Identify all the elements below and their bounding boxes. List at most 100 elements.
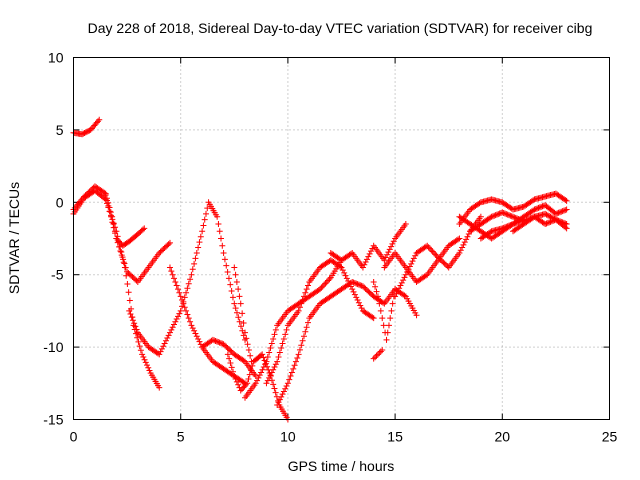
data-point-marker [383, 336, 390, 343]
data-point-marker [347, 250, 354, 257]
data-point-marker [286, 376, 293, 383]
data-point-marker [116, 243, 123, 250]
data-point-marker [496, 210, 503, 217]
y-tick-label: 10 [48, 50, 64, 66]
data-point-marker [215, 339, 222, 346]
data-point-marker [279, 391, 286, 398]
data-point-marker [279, 340, 286, 347]
data-point-marker [534, 205, 541, 212]
data-point-marker [232, 305, 239, 312]
data-point-marker [213, 338, 220, 345]
data-point-marker [240, 332, 247, 339]
data-point-marker [216, 228, 223, 235]
data-point-marker [394, 287, 401, 294]
data-point-marker [543, 220, 550, 227]
data-point-marker [401, 274, 408, 281]
data-point-marker [216, 339, 223, 346]
data-point-marker [132, 323, 139, 330]
data-point-marker [284, 380, 291, 387]
data-point-marker [507, 212, 514, 219]
data-point-marker [367, 290, 374, 297]
data-point-marker [516, 218, 523, 225]
data-point-marker [291, 362, 298, 369]
data-point-marker [188, 271, 195, 278]
data-point-marker [387, 315, 394, 322]
data-point-marker [161, 244, 168, 251]
data-point-marker [413, 312, 420, 319]
data-point-marker [563, 225, 570, 232]
data-point-marker [249, 362, 256, 369]
data-point-marker [363, 287, 370, 294]
data-point-marker [349, 286, 356, 293]
data-point-marker [351, 291, 358, 298]
data-point-marker [199, 228, 206, 235]
data-point-marker [133, 326, 140, 333]
data-point-marker [355, 281, 362, 288]
data-point-marker [270, 381, 277, 388]
data-point-marker [424, 242, 431, 249]
data-point-marker [173, 316, 180, 323]
data-point-marker [476, 200, 483, 207]
data-point-marker [274, 358, 281, 365]
data-point-marker [129, 273, 136, 280]
data-point-marker [232, 271, 239, 278]
data-point-marker [235, 286, 242, 293]
data-point-marker [294, 354, 301, 361]
data-point-marker [235, 381, 242, 388]
data-point-marker [237, 300, 244, 307]
data-point-marker [230, 368, 237, 375]
data-point-marker [366, 289, 373, 296]
data-point-marker [512, 219, 519, 226]
data-point-marker [296, 304, 303, 311]
data-series-arc-21 [456, 213, 527, 242]
data-point-marker [158, 247, 165, 254]
data-point-marker [264, 354, 271, 361]
data-point-marker [259, 366, 266, 373]
data-point-marker [267, 345, 274, 352]
data-point-marker [225, 275, 232, 282]
data-point-marker [231, 300, 238, 307]
data-point-marker [223, 343, 230, 350]
data-point-marker [267, 372, 274, 379]
data-point-marker [126, 297, 133, 304]
data-point-marker [109, 219, 116, 226]
data-point-marker [201, 216, 208, 223]
data-point-marker [168, 268, 175, 275]
data-point-marker [440, 259, 447, 266]
data-point-marker [299, 297, 306, 304]
data-series-arc-18 [456, 190, 570, 228]
data-series-arc-14 [370, 346, 386, 362]
data-point-marker [128, 314, 135, 321]
data-point-marker [538, 203, 545, 210]
data-point-marker [367, 248, 374, 255]
data-point-marker [456, 235, 463, 242]
data-point-marker [410, 255, 417, 262]
data-point-marker [271, 331, 278, 338]
data-point-marker [85, 189, 92, 196]
data-point-marker [126, 307, 133, 314]
data-point-marker [542, 210, 549, 217]
data-point-marker [463, 236, 470, 243]
data-point-marker [243, 335, 250, 342]
data-point-marker [532, 205, 539, 212]
data-point-marker [459, 244, 466, 251]
data-point-marker [181, 304, 188, 311]
data-point-marker [272, 326, 279, 333]
data-point-marker [358, 305, 365, 312]
data-point-marker [231, 264, 238, 271]
data-point-marker [156, 384, 163, 391]
data-point-marker [236, 293, 243, 300]
data-point-marker [547, 218, 554, 225]
data-point-marker [370, 355, 377, 362]
data-point-marker [172, 278, 179, 285]
data-point-marker [295, 351, 302, 358]
data-point-marker [242, 381, 249, 388]
data-point-marker [303, 286, 310, 293]
data-point-marker [554, 210, 561, 217]
data-point-marker [242, 329, 249, 336]
data-point-marker [175, 313, 182, 320]
data-point-marker [141, 225, 148, 232]
data-point-marker [402, 221, 409, 228]
data-point-marker [126, 271, 133, 278]
x-tick-label: 15 [387, 429, 403, 445]
